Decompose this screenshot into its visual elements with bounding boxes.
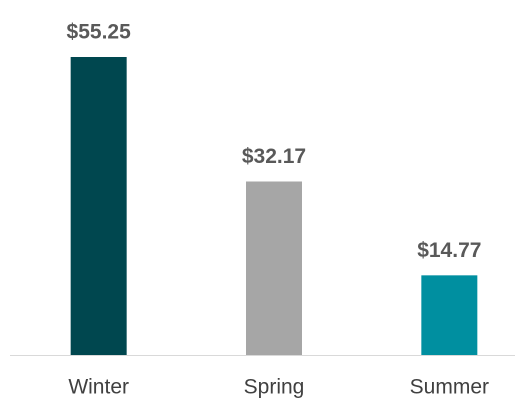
x-tick-label: Spring [244, 376, 305, 399]
x-tick-label: Summer [410, 376, 489, 399]
value-label: $32.17 [242, 145, 306, 168]
x-tick-label: Winter [68, 376, 129, 399]
value-label: $55.25 [67, 21, 132, 44]
value-label: $14.77 [417, 239, 481, 262]
bar [246, 181, 302, 355]
bar [70, 57, 127, 355]
bar [421, 275, 478, 355]
